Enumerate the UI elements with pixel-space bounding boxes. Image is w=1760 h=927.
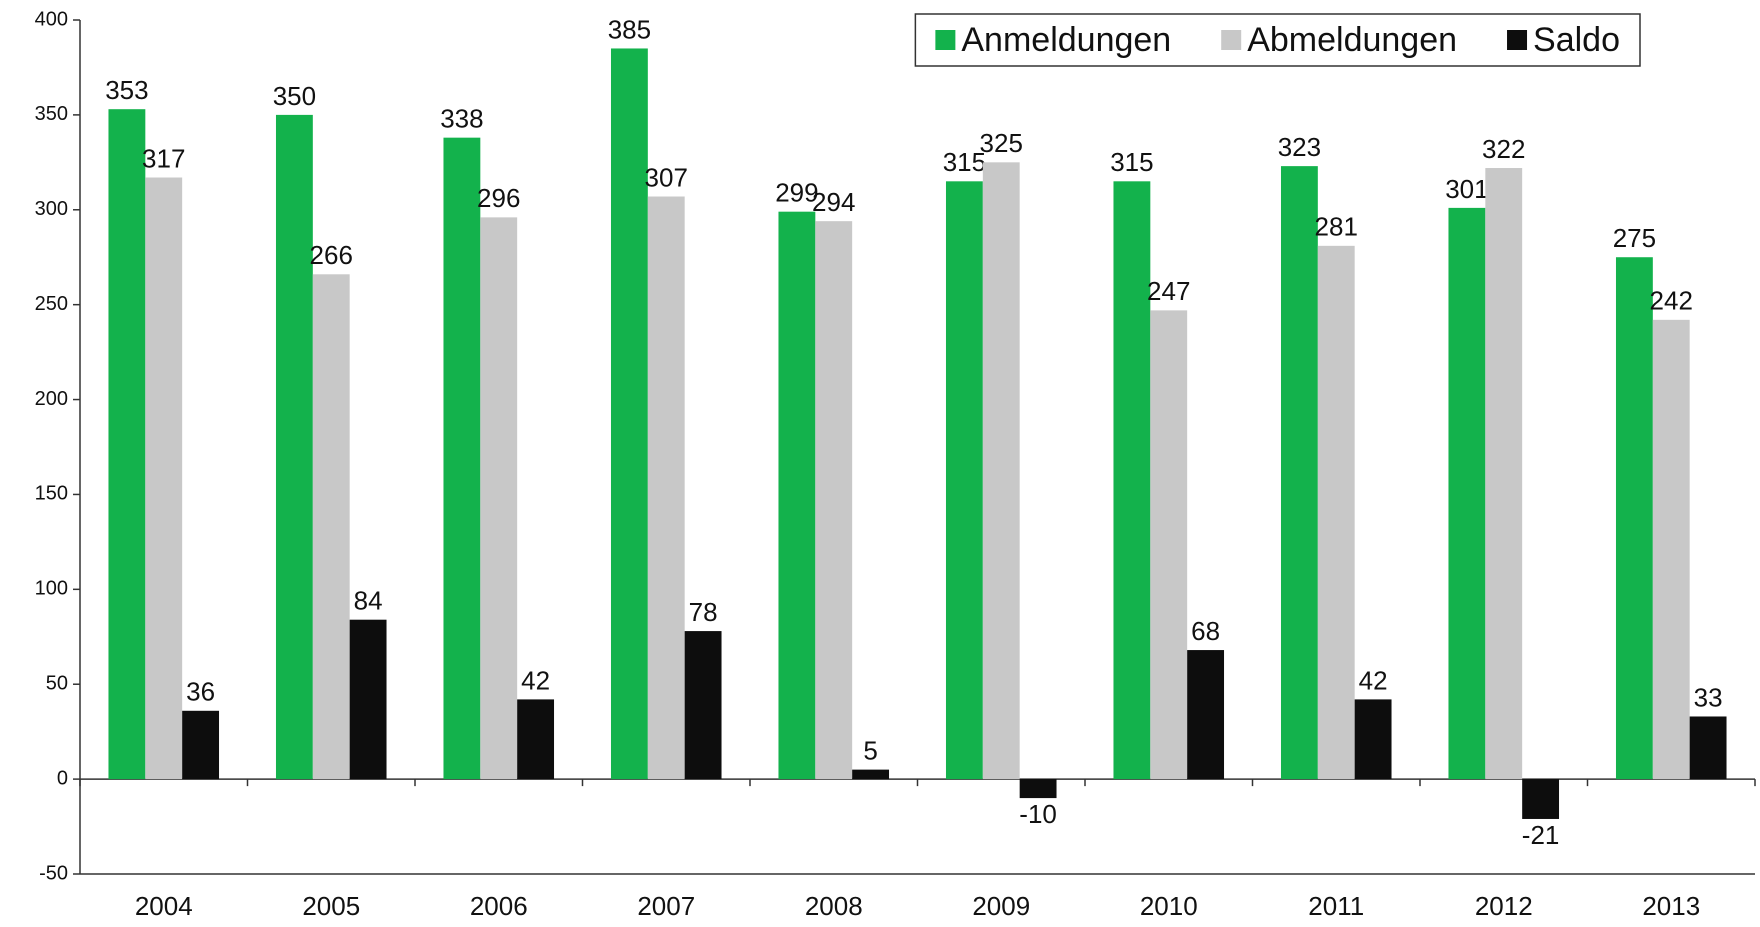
data-label: 42 xyxy=(521,665,550,695)
legend-swatch xyxy=(1221,30,1242,50)
y-tick-label: 200 xyxy=(35,388,68,410)
bar xyxy=(852,769,890,780)
data-label: 275 xyxy=(1613,223,1656,253)
bar xyxy=(517,699,555,780)
data-label: 338 xyxy=(440,104,483,134)
bar xyxy=(275,114,313,780)
bar xyxy=(1615,257,1653,780)
y-tick-label: 350 xyxy=(35,103,68,125)
y-tick-label: -50 xyxy=(39,862,68,884)
bar xyxy=(1689,716,1727,780)
data-label: 325 xyxy=(980,128,1023,158)
bar xyxy=(312,274,350,780)
x-tick-label: 2011 xyxy=(1308,891,1364,921)
bar xyxy=(480,217,518,780)
y-tick-label: 50 xyxy=(46,673,68,695)
legend: Anmeldungen Abmeldungen Saldo xyxy=(914,13,1641,67)
x-tick-label: 2006 xyxy=(470,891,528,921)
bar xyxy=(1019,779,1057,799)
data-label: 317 xyxy=(142,143,185,173)
x-tick-label: 2008 xyxy=(805,891,863,921)
legend-label: Anmeldungen xyxy=(961,21,1171,59)
x-tick-label: 2010 xyxy=(1140,891,1198,921)
bar xyxy=(1652,319,1690,780)
data-label: 299 xyxy=(775,178,818,208)
bar xyxy=(1485,168,1523,780)
data-label: 315 xyxy=(943,147,986,177)
legend-item: Anmeldungen xyxy=(935,21,1171,59)
bar xyxy=(610,48,648,780)
legend-swatch xyxy=(935,30,956,50)
data-label: 68 xyxy=(1191,616,1220,646)
data-label: -10 xyxy=(1019,799,1057,829)
data-label: 350 xyxy=(273,81,316,111)
bar xyxy=(145,177,183,780)
bar xyxy=(182,710,220,780)
y-tick-label: 250 xyxy=(35,293,68,315)
legend-item: Saldo xyxy=(1507,21,1620,59)
y-tick-label: 150 xyxy=(35,483,68,505)
data-label: 385 xyxy=(608,14,651,44)
x-tick-label: 2012 xyxy=(1475,891,1533,921)
y-tick-label: 100 xyxy=(35,578,68,600)
bar xyxy=(443,137,481,780)
bar xyxy=(1354,699,1392,780)
bar xyxy=(945,181,983,780)
bar xyxy=(1448,207,1486,780)
data-label: 33 xyxy=(1694,682,1723,712)
data-label: 294 xyxy=(812,187,855,217)
data-label: 315 xyxy=(1110,147,1153,177)
y-tick-label: 300 xyxy=(35,198,68,220)
bar xyxy=(1522,779,1560,819)
x-tick-label: 2004 xyxy=(135,891,193,921)
legend-label: Abmeldungen xyxy=(1247,21,1457,59)
bar xyxy=(647,196,685,780)
data-label: 307 xyxy=(645,162,688,192)
bar xyxy=(1150,310,1188,780)
data-label: 323 xyxy=(1278,132,1321,162)
data-label: 322 xyxy=(1482,134,1525,164)
legend-label: Saldo xyxy=(1533,21,1620,59)
y-tick-label: 400 xyxy=(35,8,68,30)
bar xyxy=(1317,245,1355,780)
legend-item: Abmeldungen xyxy=(1221,21,1457,59)
legend-swatch xyxy=(1507,30,1528,50)
y-tick-label: 0 xyxy=(57,767,68,789)
data-label: 5 xyxy=(863,735,877,765)
bar xyxy=(108,109,146,780)
data-label: -21 xyxy=(1522,820,1560,850)
bar xyxy=(778,211,816,780)
bar xyxy=(1280,166,1318,780)
data-label: 247 xyxy=(1147,276,1190,306)
x-tick-label: 2013 xyxy=(1642,891,1700,921)
data-label: 301 xyxy=(1445,174,1488,204)
x-tick-label: 2005 xyxy=(302,891,360,921)
bar xyxy=(1187,650,1225,780)
bar xyxy=(815,221,853,780)
bar xyxy=(982,162,1020,780)
data-label: 296 xyxy=(477,183,520,213)
data-label: 84 xyxy=(354,586,383,616)
x-tick-label: 2009 xyxy=(972,891,1030,921)
data-label: 266 xyxy=(310,240,353,270)
bar xyxy=(349,619,387,780)
data-label: 281 xyxy=(1315,212,1358,242)
data-label: 42 xyxy=(1359,665,1388,695)
x-tick-label: 2007 xyxy=(637,891,695,921)
data-label: 78 xyxy=(689,597,718,627)
data-label: 36 xyxy=(186,677,215,707)
bar xyxy=(1113,181,1151,780)
bar xyxy=(684,631,722,780)
data-label: 353 xyxy=(105,75,148,105)
data-label: 242 xyxy=(1650,286,1693,316)
